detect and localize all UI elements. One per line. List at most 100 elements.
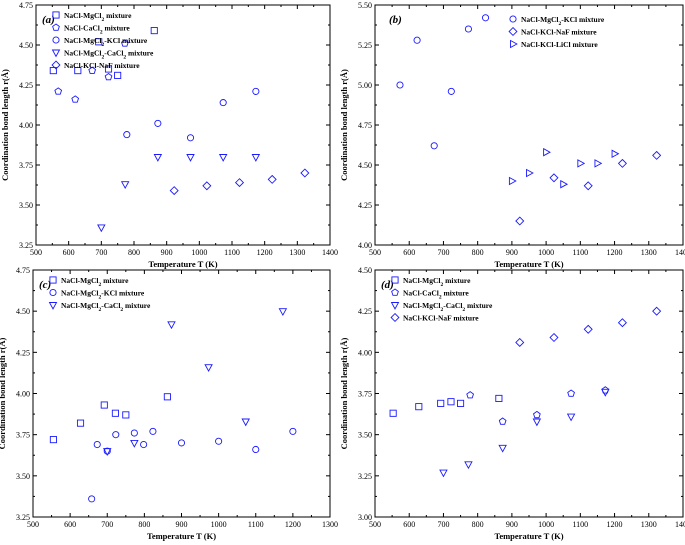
data-point: [515, 337, 525, 347]
data-point: [97, 224, 106, 233]
data-point: [120, 39, 129, 47]
series-2: [88, 427, 297, 503]
legend-label: NaCl-MgCl2-CaCl2 mixture: [403, 301, 493, 313]
y-tick-label: 3.75: [358, 390, 372, 399]
data-point: [289, 427, 297, 435]
y-tick-label: 5.00: [358, 81, 372, 90]
data-point: [466, 391, 474, 399]
chart-panel-2: 500 600 700 800 900 1000 1100 1200 1300 1400 4.00 4…: [339, 1, 685, 269]
y-tick-label: 3.50: [19, 201, 33, 210]
x-tick-label: 1100: [572, 248, 588, 257]
data-point: [102, 448, 112, 456]
legend-label: NaCl-MgCl2-CaCl2 mixture: [61, 301, 151, 313]
y-tick-label: 3.25: [16, 513, 30, 522]
y-tick-label: 4.00: [16, 390, 30, 399]
data-point: [532, 418, 542, 427]
series-4: [515, 306, 662, 347]
data-point: [169, 186, 179, 196]
data-point: [601, 388, 610, 397]
data-point: [163, 393, 171, 401]
panel-label: (d): [381, 279, 394, 291]
legend-label: NaCl-MgCl2-KCl mixture: [64, 36, 148, 48]
data-point: [71, 95, 80, 103]
data-point: [234, 178, 245, 188]
x-tick-label: 500: [27, 520, 39, 529]
y-tick-label: 4.25: [16, 348, 30, 357]
data-point: [130, 429, 138, 437]
x-tick-label: 1200: [285, 520, 301, 529]
x-tick-label: 1000: [538, 248, 554, 257]
data-point: [300, 168, 310, 178]
x-tick-label: 800: [138, 520, 150, 529]
y-axis-label: Coordination bond length r(Å): [339, 69, 349, 181]
data-point: [130, 439, 139, 448]
data-point: [140, 440, 148, 449]
y-tick-label: 5.50: [358, 1, 372, 10]
data-point: [204, 364, 213, 372]
chart-panel-4: 500 600 700 800 900 1000 1100 1200 1300 1400 3.00 3…: [339, 266, 685, 541]
data-point: [112, 431, 120, 439]
legend-marker: [52, 23, 60, 31]
data-point: [150, 27, 158, 35]
panel-label: (b): [389, 14, 402, 26]
x-tick-label: 800: [472, 248, 484, 257]
data-point: [88, 66, 97, 74]
y-tick-label: 4.25: [358, 307, 372, 316]
data-point: [583, 181, 593, 191]
y-tick-label: 4.75: [358, 121, 372, 130]
x-tick-label: 1200: [607, 520, 623, 529]
x-tick-label: 900: [161, 248, 173, 257]
legend-label: NaCl-KCl-NaF mixture: [64, 61, 140, 70]
y-tick-label: 4.25: [19, 81, 33, 90]
x-tick-label: 1200: [257, 248, 273, 257]
data-point: [167, 321, 176, 330]
data-point: [413, 36, 421, 44]
y-axis-label: Coordination bond length r(Å): [0, 337, 7, 449]
series-3: [439, 388, 610, 478]
data-point: [495, 394, 503, 402]
data-point: [123, 131, 131, 139]
series-4: [97, 154, 261, 233]
series-2: [54, 39, 129, 103]
data-point: [49, 436, 57, 444]
data-point: [439, 469, 448, 478]
legend-marker: [52, 11, 60, 19]
data-point: [508, 176, 517, 186]
data-point: [278, 308, 288, 317]
legend-marker: [391, 288, 399, 296]
y-tick-label: 3.50: [16, 472, 30, 481]
data-point: [114, 71, 122, 79]
data-point: [457, 399, 465, 407]
data-point: [577, 159, 586, 168]
x-axis-label: Temperature T (K): [494, 259, 563, 269]
y-tick-label: 3.75: [16, 431, 30, 440]
legend-label: NaCl-MgCl2-KCl mixture: [521, 15, 605, 27]
y-tick-label: 4.50: [358, 161, 372, 170]
data-point: [464, 461, 473, 470]
y-tick-label: 4.00: [19, 121, 33, 130]
data-point: [396, 81, 404, 89]
data-point: [601, 386, 610, 394]
y-tick-label: 4.75: [16, 266, 30, 275]
x-tick-label: 1300: [641, 248, 657, 257]
data-point: [533, 410, 541, 419]
y-tick-label: 4.50: [19, 41, 33, 50]
series-5: [169, 168, 310, 196]
y-tick-label: 3.00: [358, 513, 372, 522]
x-tick-label: 700: [95, 248, 107, 257]
series-1: [49, 393, 171, 444]
x-tick-label: 600: [403, 520, 415, 529]
x-tick-label: 1300: [322, 520, 338, 529]
data-point: [186, 154, 195, 162]
data-point: [447, 398, 455, 406]
legend-label: NaCl-MgCl2-CaCl2 mixture: [64, 49, 154, 61]
data-point: [617, 158, 627, 168]
legend-label: NaCl-KCl-NaF mixture: [403, 314, 479, 323]
legend-label: NaCl-MgCl2 mixture: [61, 276, 129, 288]
x-tick-label: 1300: [289, 248, 305, 257]
x-axis-label: Temperature T (K): [147, 531, 216, 541]
panel-label: (a): [42, 14, 55, 26]
data-point: [149, 427, 157, 435]
x-tick-label: 800: [128, 248, 140, 257]
